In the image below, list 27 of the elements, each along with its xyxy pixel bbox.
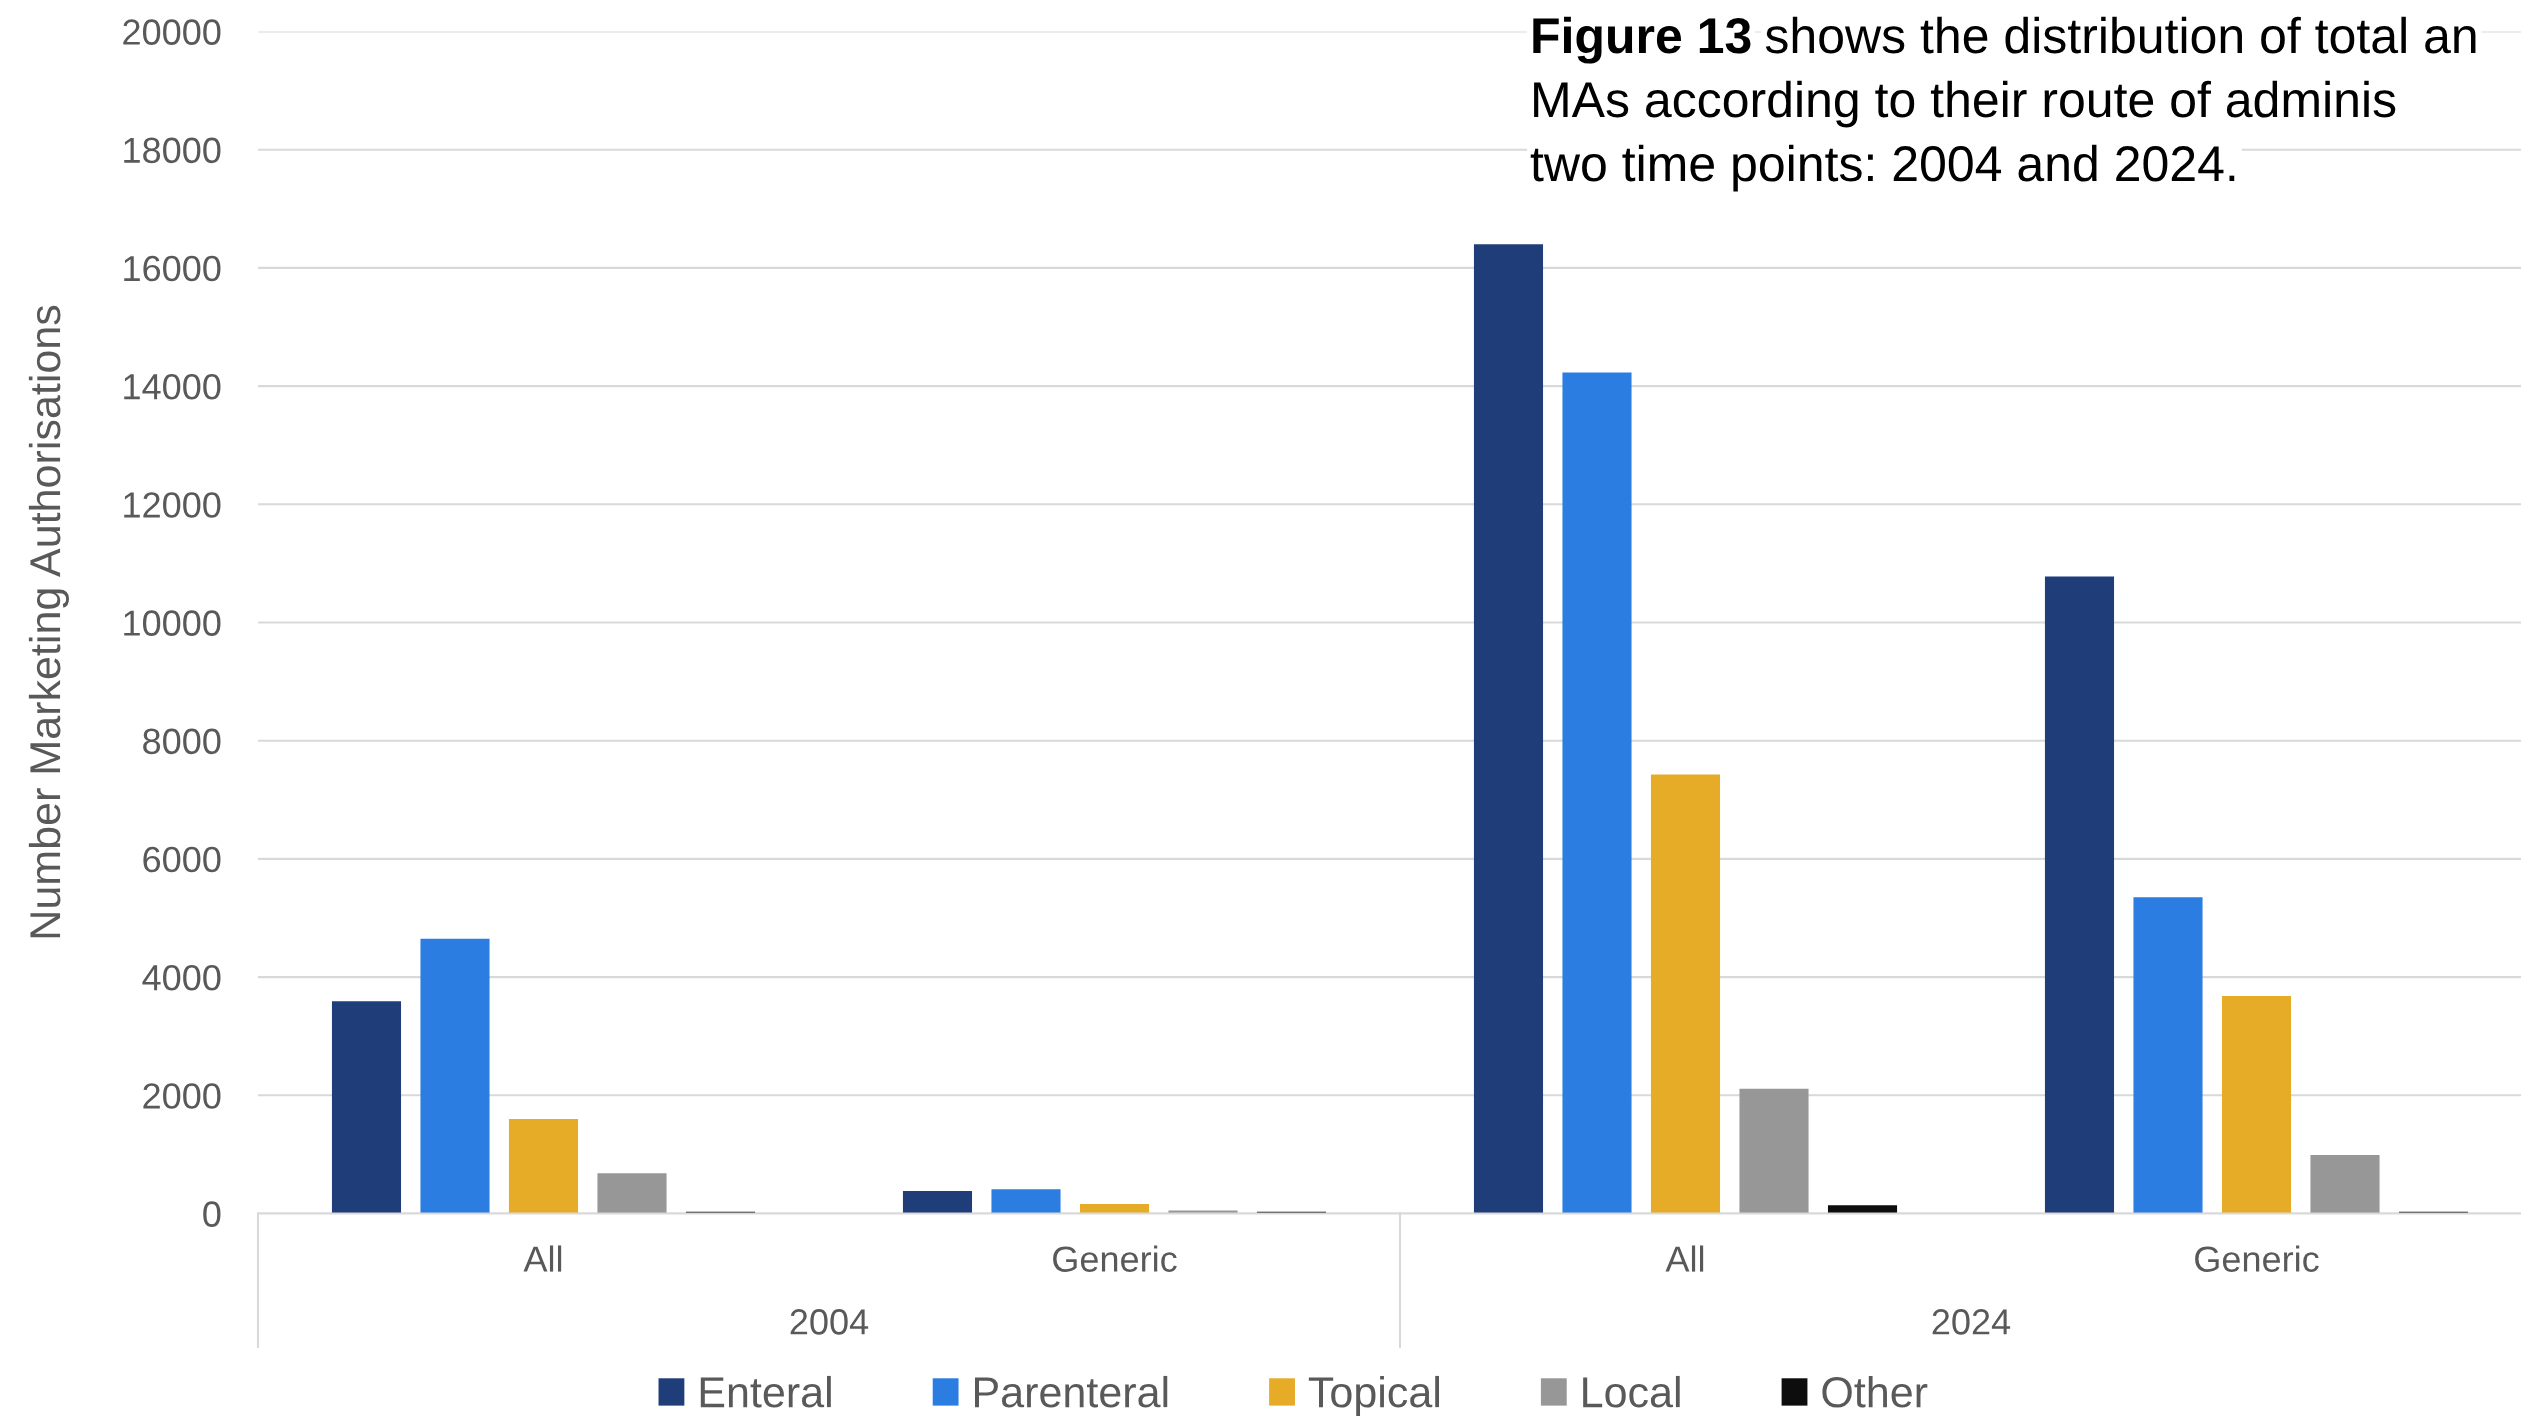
y-tick-label: 0: [203, 1201, 221, 1227]
y-tick-label: 12000: [124, 492, 221, 518]
x-tick-label: Generic: [1053, 1245, 1177, 1272]
legend-label: Topical: [1308, 1375, 1439, 1417]
y-axis-title: Number Marketing Authorisations: [28, 305, 69, 938]
text: 2004: [790, 1309, 869, 1335]
legend-label: Local: [1583, 1375, 1680, 1408]
x-tick-label: All: [523, 1245, 562, 1272]
annotation: Figure 13: [1533, 16, 1751, 64]
annotation: two time points: 2004 and 2024.: [1530, 144, 2235, 192]
legend-label: Other: [1822, 1375, 1928, 1408]
y-tick-label: 14000: [124, 373, 221, 400]
legend-label: Parenteral: [974, 1375, 1168, 1408]
annotation: MAs according to their route of adminis: [1534, 80, 2396, 128]
annotation: shows the distribution of total an: [1765, 16, 2476, 54]
legend-label: Enteral: [700, 1375, 831, 1408]
x-tick-label: All: [1665, 1245, 1704, 1272]
x-tick-label: Generic: [2195, 1245, 2319, 1272]
y-tick-label: 6000: [143, 846, 221, 873]
y-tick-label: 16000: [124, 255, 221, 282]
y-tick-label: 2000: [143, 1083, 221, 1109]
y-tick-label: 8000: [143, 728, 221, 755]
text: 2024: [1932, 1309, 2011, 1335]
y-tick-label: 20000: [123, 19, 221, 45]
y-tick-label: 18000: [124, 137, 221, 164]
y-tick-label: 10000: [124, 610, 221, 636]
y-tick-label: 4000: [142, 964, 221, 991]
